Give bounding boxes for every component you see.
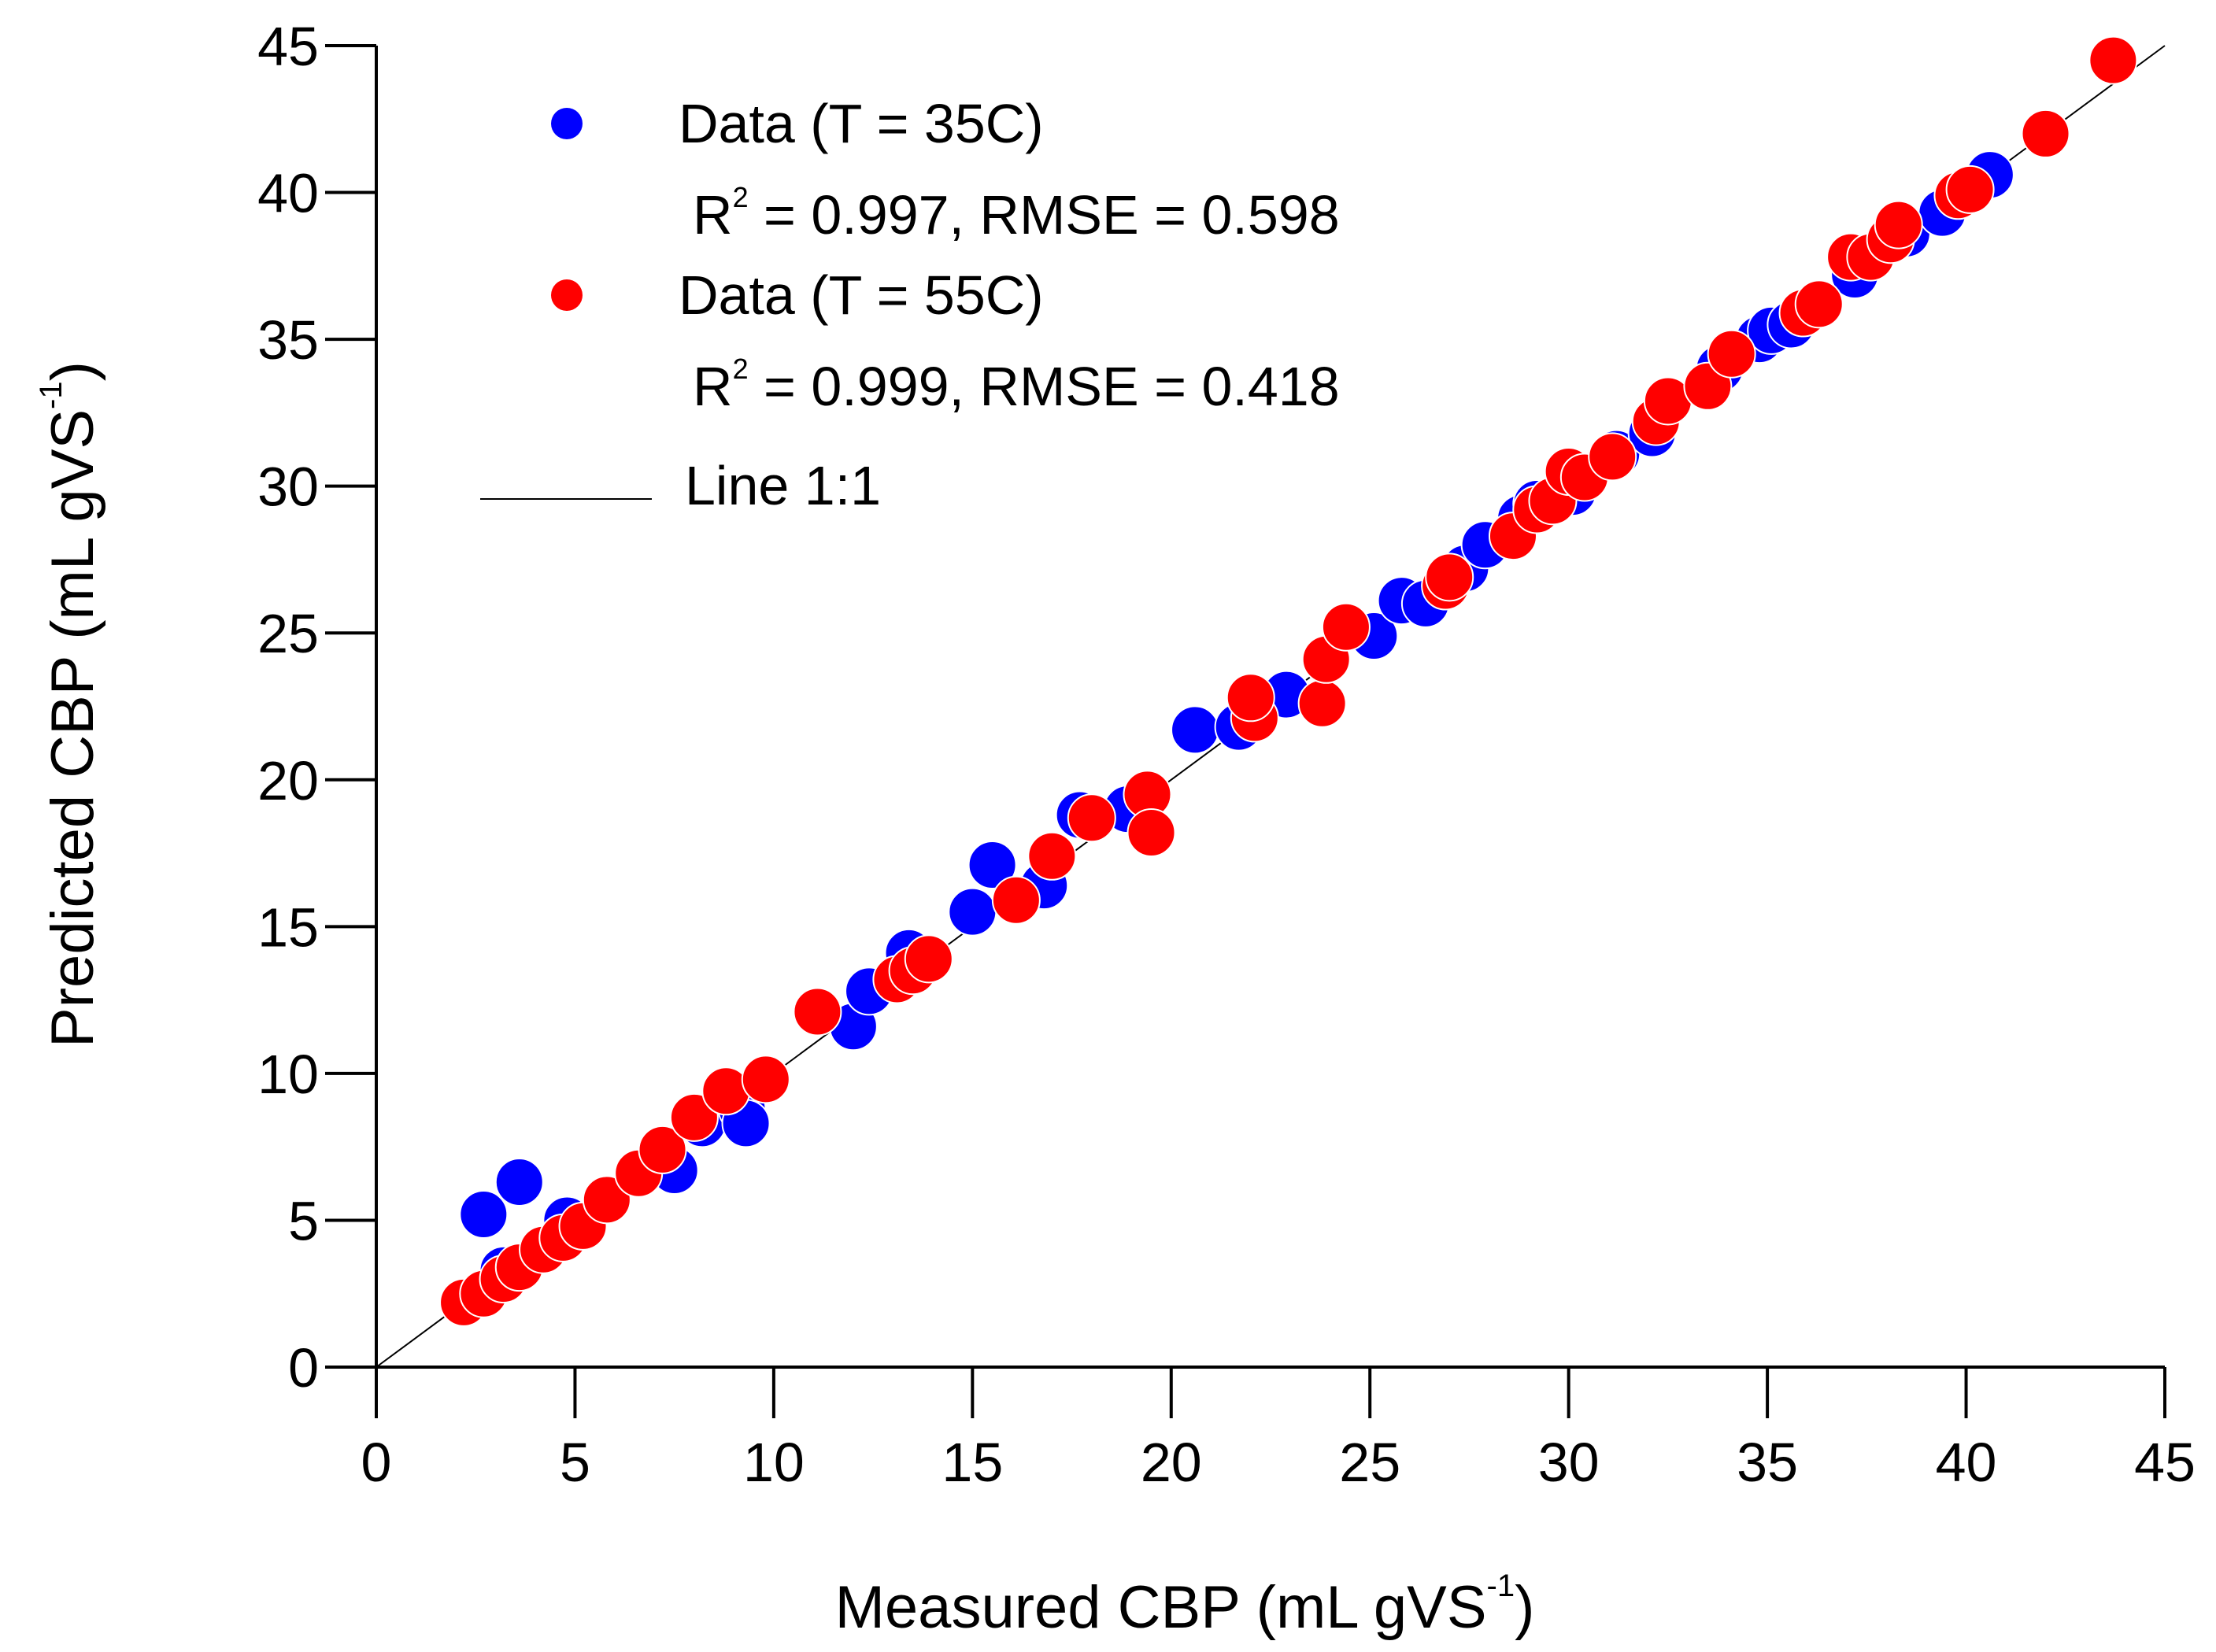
data-point-s1-34 xyxy=(1588,432,1637,482)
data-point-s1-13 xyxy=(793,987,842,1037)
x-axis-title: Measured CBP (mL gVS-1) xyxy=(835,1569,1535,1641)
legend-label-55c: Data (T = 55C) xyxy=(679,264,1044,326)
y-tick-label-0: 0 xyxy=(288,1337,319,1399)
legend-marker-55c xyxy=(551,279,583,311)
data-point-s1-44 xyxy=(1874,200,1923,249)
data-point-s0-12 xyxy=(967,840,1017,889)
x-tick-label-4: 20 xyxy=(1141,1432,1202,1493)
x-tick-label-7: 35 xyxy=(1737,1432,1798,1493)
data-point-s0-16 xyxy=(1171,705,1220,755)
data-point-s0-11 xyxy=(948,887,997,937)
y-tick-label-5: 25 xyxy=(257,603,319,664)
y-tick-label-2: 10 xyxy=(257,1044,319,1105)
data-point-s0-0 xyxy=(459,1189,509,1239)
x-tick-label-1: 5 xyxy=(560,1432,590,1493)
legend-entry-55c: Data (T = 55C) R2 = 0.999, RMSE = 0.418 xyxy=(551,264,1340,417)
data-point-s1-23 xyxy=(1226,673,1275,723)
data-point-s1-17 xyxy=(991,875,1041,925)
legend-marker-35c xyxy=(551,108,583,139)
y-tick-label-9: 45 xyxy=(257,16,319,77)
data-point-s1-16 xyxy=(904,934,953,984)
legend-stats-55c: R2 = 0.999, RMSE = 0.418 xyxy=(693,353,1340,417)
data-point-s1-21 xyxy=(1126,808,1176,857)
x-tick-label-3: 15 xyxy=(942,1432,1003,1493)
data-point-s1-47 xyxy=(2021,109,2070,158)
data-point-s1-12 xyxy=(741,1055,790,1104)
legend-stats-35c: R2 = 0.997, RMSE = 0.598 xyxy=(693,181,1340,246)
x-tick-label-5: 25 xyxy=(1339,1432,1400,1493)
x-tick-label-9: 45 xyxy=(2134,1432,2196,1493)
data-point-s1-40 xyxy=(1794,279,1844,329)
legend-label-35c: Data (T = 35C) xyxy=(679,93,1044,154)
data-point-s1-26 xyxy=(1321,602,1371,652)
data-point-s1-18 xyxy=(1027,831,1077,881)
x-tick-label-8: 40 xyxy=(1936,1432,1997,1493)
y-tick-label-6: 30 xyxy=(257,456,319,518)
data-point-s1-9 xyxy=(638,1125,687,1174)
legend-label-line: Line 1:1 xyxy=(685,455,881,516)
y-tick-label-7: 35 xyxy=(257,309,319,371)
data-point-s0-1 xyxy=(494,1157,544,1207)
x-tick-label-6: 30 xyxy=(1538,1432,1600,1493)
data-point-s1-46 xyxy=(1945,164,1995,214)
legend-entry-35c: Data (T = 35C) R2 = 0.997, RMSE = 0.598 xyxy=(551,93,1340,246)
data-point-s1-7 xyxy=(582,1175,631,1225)
data-point-s1-48 xyxy=(2088,35,2138,85)
legend: Data (T = 35C) R2 = 0.997, RMSE = 0.598 … xyxy=(480,93,1340,516)
x-tick-label-0: 0 xyxy=(361,1432,392,1493)
x-tick-label-2: 10 xyxy=(743,1432,805,1493)
y-tick-label-1: 5 xyxy=(288,1190,319,1251)
data-point-s1-10 xyxy=(669,1092,719,1142)
legend-entry-line: Line 1:1 xyxy=(480,455,881,516)
y-axis-title: Predicted CBP (mL gVS-1) xyxy=(34,361,106,1048)
data-point-s1-24 xyxy=(1297,678,1347,728)
data-point-s1-19 xyxy=(1067,793,1116,843)
y-tick-label-3: 15 xyxy=(257,896,319,958)
data-point-s1-38 xyxy=(1707,329,1756,379)
plot-layer: 0 5 10 15 20 25 30 35 40 45 0 5 10 15 20 25 30 35 40 45 xyxy=(257,16,2196,1493)
data-point-s1-28 xyxy=(1425,553,1474,602)
y-tick-label-4: 20 xyxy=(257,750,319,811)
y-tick-label-8: 40 xyxy=(257,163,319,224)
